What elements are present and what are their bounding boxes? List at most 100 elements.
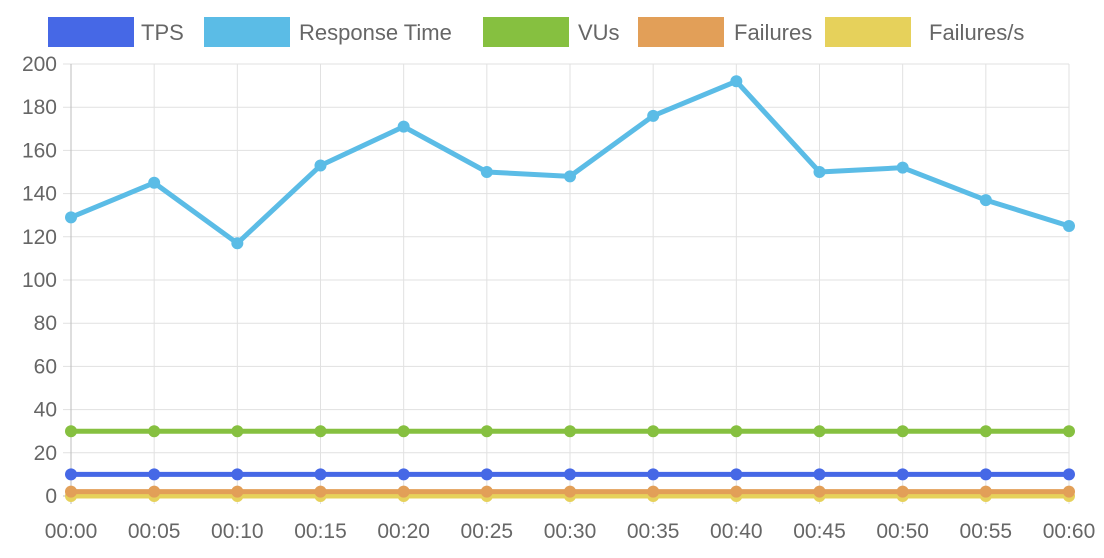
data-point-response-time <box>1063 220 1075 232</box>
y-tick-label: 140 <box>22 183 57 206</box>
data-point-tps <box>397 468 410 481</box>
data-point-failures <box>896 485 909 498</box>
legend-label: TPS <box>141 20 184 45</box>
data-point-vus <box>148 425 161 438</box>
data-point-response-time <box>813 166 826 178</box>
data-point-tps <box>1063 468 1075 481</box>
data-point-vus <box>896 425 909 438</box>
data-point-tps <box>148 468 161 481</box>
series-layer <box>65 75 1075 502</box>
legend-item-failures[interactable]: Failures <box>638 17 812 47</box>
data-point-failures <box>979 485 992 498</box>
x-tick-label: 00:55 <box>960 520 1013 543</box>
y-tick-label: 160 <box>22 139 57 162</box>
x-tick-label: 00:60 <box>1043 520 1096 543</box>
data-point-response-time <box>480 166 493 178</box>
data-point-failures <box>314 485 327 498</box>
legend-label: Failures/s <box>929 20 1024 45</box>
data-point-tps <box>896 468 909 481</box>
data-point-response-time <box>148 176 161 189</box>
legend-swatch <box>204 17 290 47</box>
legend-swatch <box>48 17 134 47</box>
x-tick-label: 00:10 <box>211 520 264 543</box>
x-tick-label: 00:15 <box>294 520 347 543</box>
data-point-failures <box>231 485 244 498</box>
data-point-vus <box>979 425 992 438</box>
data-point-tps <box>979 468 992 481</box>
data-point-response-time <box>314 159 327 172</box>
data-point-response-time <box>979 194 992 207</box>
data-point-failures <box>397 485 410 498</box>
y-tick-label: 40 <box>34 399 57 422</box>
y-tick-label: 100 <box>22 269 57 292</box>
data-point-failures <box>564 485 576 498</box>
data-point-vus <box>480 425 493 438</box>
data-point-tps <box>314 468 327 481</box>
series-tps <box>65 468 1075 481</box>
data-point-vus <box>1063 425 1075 438</box>
legend-swatch <box>638 17 724 47</box>
data-point-vus <box>397 425 410 438</box>
data-point-tps <box>480 468 493 481</box>
y-tick-label: 0 <box>45 485 57 508</box>
data-point-tps <box>647 468 660 481</box>
y-tick-label: 60 <box>34 355 57 378</box>
data-point-vus <box>65 425 77 438</box>
y-axis: 0 20 40 60 80 100 120 140 160 180 200 <box>22 53 57 508</box>
data-point-failures <box>730 485 743 498</box>
legend-swatch <box>483 17 569 47</box>
data-point-vus <box>231 425 244 438</box>
x-tick-label: 00:40 <box>710 520 763 543</box>
data-point-response-time <box>647 109 660 122</box>
data-point-response-time <box>896 161 909 174</box>
data-point-failures <box>813 485 826 498</box>
y-tick-label: 180 <box>22 96 57 119</box>
legend-item-vus[interactable]: VUs <box>483 17 620 47</box>
data-point-failures <box>148 485 161 498</box>
data-point-response-time <box>730 75 743 88</box>
data-point-failures <box>647 485 660 498</box>
data-point-tps <box>65 468 77 481</box>
data-point-failures <box>1063 485 1075 498</box>
series-failures <box>65 485 1075 498</box>
y-tick-label: 200 <box>22 53 57 76</box>
data-point-failures <box>65 485 77 498</box>
data-point-tps <box>564 468 576 481</box>
legend-label: Failures <box>734 20 812 45</box>
y-tick-label: 80 <box>34 312 57 335</box>
data-point-vus <box>314 425 327 438</box>
x-tick-label: 00:45 <box>793 520 846 543</box>
legend-swatch <box>825 17 911 47</box>
x-axis: 00:00 00:05 00:10 00:15 00:20 00:25 00:30 00:35… <box>45 520 1096 543</box>
x-tick-label: 00:05 <box>128 520 181 543</box>
legend-item-response-time[interactable]: Response Time <box>204 17 452 47</box>
data-point-vus <box>730 425 743 438</box>
legend: TPS Response Time VUs Failures Failures/s <box>48 17 1024 47</box>
data-point-response-time <box>397 120 410 133</box>
legend-label: VUs <box>578 20 620 45</box>
series-response-time <box>65 75 1075 250</box>
data-point-response-time <box>65 211 77 224</box>
legend-item-tps[interactable]: TPS <box>48 17 184 47</box>
x-tick-label: 00:25 <box>461 520 514 543</box>
legend-item-failures-s[interactable]: Failures/s <box>825 17 1024 47</box>
data-point-vus <box>647 425 660 438</box>
data-point-tps <box>813 468 826 481</box>
y-tick-label: 20 <box>34 442 57 465</box>
data-point-tps <box>231 468 244 481</box>
x-tick-label: 00:00 <box>45 520 98 543</box>
grid <box>63 63 1070 504</box>
x-tick-label: 00:30 <box>544 520 597 543</box>
series-vus <box>65 425 1075 438</box>
data-point-response-time <box>231 237 244 250</box>
legend-label: Response Time <box>299 20 452 45</box>
x-tick-label: 00:50 <box>876 520 929 543</box>
data-point-vus <box>564 425 576 438</box>
x-tick-label: 00:20 <box>377 520 430 543</box>
x-tick-label: 00:35 <box>627 520 680 543</box>
data-point-failures <box>480 485 493 498</box>
data-point-vus <box>813 425 826 438</box>
y-tick-label: 120 <box>22 226 57 249</box>
